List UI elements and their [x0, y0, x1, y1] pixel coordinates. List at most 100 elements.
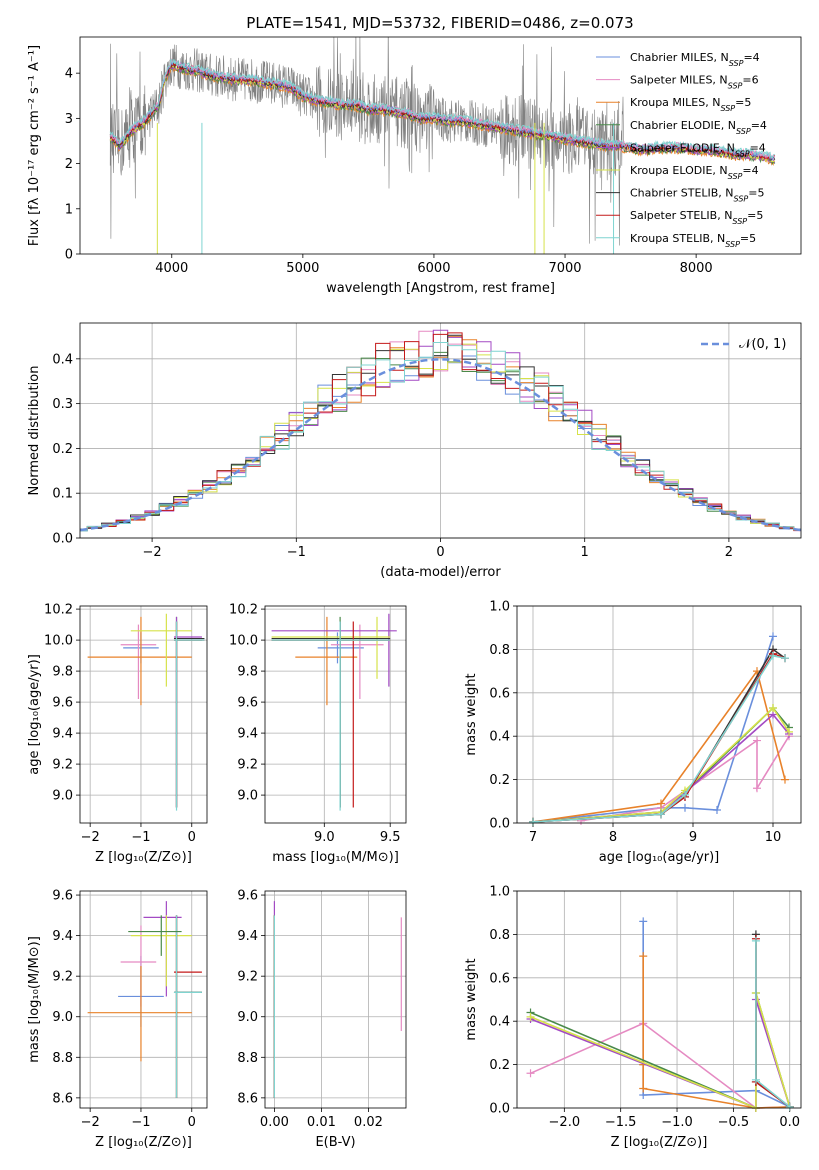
weight-marker-kroupa_stelib: [681, 790, 689, 799]
spectrum-ytick-label: 3: [65, 112, 73, 127]
weight-marker-kroupa_miles: [781, 775, 789, 784]
weight-marker-kroupa_stelib: [769, 651, 777, 660]
weight-marker-chabrier_miles: [639, 917, 648, 926]
weight-marker-kroupa_stelib: [657, 810, 665, 819]
age_vs_mass-ytick-label: 9.6: [237, 696, 258, 711]
mass_vs_ebv-ytick-label: 8.6: [237, 1091, 258, 1106]
legend-entry-kroupa_miles: Kroupa MILES, NSSP=5: [630, 96, 751, 113]
model-spectrum-kroupa_stelib: [109, 59, 776, 159]
weight_vs_age-ytick-label: 1.0: [489, 600, 510, 615]
legend-entry-chabrier_elodie: Chabrier ELODIE, NSSP=4: [630, 119, 767, 136]
weight_vs_Z-ytick-label: 0.8: [489, 928, 510, 943]
age_vs_mass-ytick-label: 9.8: [237, 665, 258, 680]
spectrum-xlabel: wavelength [Angstrom, rest frame]: [326, 281, 555, 296]
weight-marker-salpeter_miles: [526, 1069, 535, 1078]
age_vs_Z-frame: [79, 605, 208, 824]
mass_vs_Z-ytick-label: 9.2: [52, 970, 73, 985]
spectrum-ytick-label: 0: [65, 248, 73, 263]
mass_vs_Z-panel: −2 −1 0 8.6 8.8 9.0 9.2 9.4 9.6 Z [log₁₀(Z/Z⊙)] ma…: [27, 889, 208, 1150]
age_vs_Z-xtick-label: −2: [81, 830, 100, 845]
age_vs_Z-panel: −2 −1 0 9.0 9.2 9.4 9.6 9.8 10.0 10.2 Z [log₁₀(Z/Z…: [27, 603, 208, 865]
mass_vs_Z-ylabel: mass [log₁₀(M/M⊙)]: [27, 936, 42, 1063]
residuals-ytick-label: 0.2: [52, 442, 73, 457]
weight_vs_age-xtick-label: 10: [765, 830, 782, 845]
spectrum-ytick-label: 1: [65, 202, 73, 217]
weight-marker-chabrier_miles: [681, 803, 689, 812]
residuals-xtick-label: 1: [581, 545, 589, 560]
weight_vs_age-ytick-label: 0.6: [489, 686, 510, 701]
mass_vs_Z-frame: [79, 890, 208, 1109]
weight_vs_age-xtick-label: 9: [689, 830, 697, 845]
mass_vs_Z-ytick-label: 9.4: [52, 929, 73, 944]
residuals-ytick-label: 0.3: [52, 397, 73, 412]
legend-entry-gaussian: 𝒩(0, 1): [739, 337, 786, 352]
age_vs_Z-xlabel: Z [log₁₀(Z/Z⊙)]: [95, 850, 192, 865]
weight_vs_Z-frame: [516, 890, 802, 1109]
residuals-xtick-label: −2: [143, 545, 162, 560]
weight_vs_Z-ytick-label: 0.4: [489, 1015, 510, 1030]
weight-marker-kroupa_stelib: [781, 654, 789, 663]
weight_vs_Z-xtick-label: −2.0: [549, 1115, 581, 1130]
weight_vs_age-xtick-label: 7: [529, 830, 537, 845]
weight_vs_age-ylabel: mass weight: [464, 673, 479, 755]
mass_vs_ebv-ytick-label: 9.0: [237, 1010, 258, 1025]
age_vs_Z-ytick-label: 10.2: [44, 603, 73, 618]
mass_vs_ebv-frame: [264, 890, 407, 1109]
weight_vs_age-panel: 7 8 9 10 0.0 0.2 0.4 0.6 0.8 1.0 age [log₁₀(age/yr…: [464, 600, 802, 865]
residuals-ytick-label: 0.4: [52, 352, 73, 367]
residuals-xlabel: (data-model)/error: [380, 565, 501, 580]
legend-entry-chabrier_stelib: Chabrier STELIB, NSSP=5: [630, 187, 764, 204]
weight_vs_age-ytick-label: 0.0: [489, 817, 510, 832]
age_vs_Z-ylabel: age [log₁₀(age/yr)]: [27, 654, 42, 775]
spectrum-ytick-label: 4: [65, 67, 73, 82]
weight-marker-kroupa_stelib: [529, 817, 537, 826]
weight_vs_Z-ytick-label: 1.0: [489, 885, 510, 900]
weight-line-chabrier_stelib: [532, 648, 786, 823]
residuals-ytick-label: 0.1: [52, 487, 73, 502]
legend-entry-kroupa_elodie: Kroupa ELODIE, NSSP=4: [630, 164, 759, 181]
weight-marker-kroupa_miles: [657, 799, 665, 808]
mass_vs_ebv-xtick-label: 0.02: [354, 1115, 383, 1130]
spectrum-xtick-label: 6000: [417, 261, 450, 276]
model-spectrum-chabrier_miles: [110, 61, 775, 161]
spectrum-ylabel: Flux [fλ 10⁻¹⁷ erg cm⁻² s⁻¹ A⁻¹]: [27, 45, 42, 246]
residuals-panel: −2 −1 0 1 2 0.0 0.1 0.2 0.3 0.4 (data-model)/error…: [27, 322, 802, 580]
weight_vs_Z-xtick-label: −1.0: [661, 1115, 693, 1130]
age_vs_Z-ytick-label: 9.0: [52, 789, 73, 804]
mass_vs_ebv-xtick-label: 0.00: [260, 1115, 289, 1130]
mass_vs_Z-ytick-label: 8.6: [52, 1091, 73, 1106]
weight_vs_Z-ylabel: mass weight: [464, 958, 479, 1040]
age_vs_Z-ytick-label: 9.4: [52, 727, 73, 742]
weight_vs_age-ytick-label: 0.4: [489, 730, 510, 745]
spectrum-xtick-label: 5000: [286, 261, 319, 276]
legend-entry-salpeter_miles: Salpeter MILES, NSSP=6: [630, 74, 759, 91]
spectrum-panel: 4000 5000 6000 7000 8000 0 1 2 3 4 wavelength [Ang…: [27, 36, 802, 296]
age_vs_mass-frame: [264, 605, 407, 824]
legend-entry-kroupa_stelib: Kroupa STELIB, NSSP=5: [630, 232, 756, 249]
weight-line-kroupa_miles: [532, 669, 786, 823]
mass_vs_ebv-xlabel: E(B-V): [315, 1135, 355, 1150]
age_vs_Z-ytick-label: 10.0: [44, 634, 73, 649]
spectrum-frame: [79, 36, 802, 255]
age_vs_Z-ytick-label: 9.6: [52, 696, 73, 711]
weight-line-kroupa_stelib: [755, 940, 791, 1108]
age_vs_mass-ytick-label: 9.4: [237, 727, 258, 742]
age_vs_mass-ytick-label: 10.0: [229, 634, 258, 649]
spectrum-xtick-label: 8000: [680, 261, 713, 276]
mass_vs_Z-ytick-label: 9.6: [52, 889, 73, 904]
mass_vs_ebv-panel: 0.00 0.01 0.02 8.6 8.8 9.0 9.2 9.4 9.6 E(B-V): [237, 889, 407, 1150]
weight-marker-chabrier_miles: [713, 805, 721, 814]
mass_vs_Z-ytick-label: 8.8: [52, 1051, 73, 1066]
weight_vs_Z-xtick-label: −1.5: [605, 1115, 637, 1130]
spectrum-xtick-label: 4000: [155, 261, 188, 276]
weight_vs_Z-panel: −2.0 −1.5 −1.0 −0.5 0.0 0.0 0.2 0.4 0.6 0.8 1.0 Z […: [464, 885, 802, 1150]
age_vs_mass-xtick-label: 9.5: [380, 830, 401, 845]
weight-marker-kroupa_miles: [639, 1084, 648, 1093]
residuals-xtick-label: 0: [436, 545, 444, 560]
age_vs_Z-ytick-label: 9.8: [52, 665, 73, 680]
figure-title: PLATE=1541, MJD=53732, FIBERID=0486, z=0…: [246, 14, 633, 32]
weight_vs_Z-ytick-label: 0.6: [489, 971, 510, 986]
weight_vs_age-frame: [516, 605, 802, 824]
weight_vs_age-xlabel: age [log₁₀(age/yr)]: [599, 850, 720, 865]
